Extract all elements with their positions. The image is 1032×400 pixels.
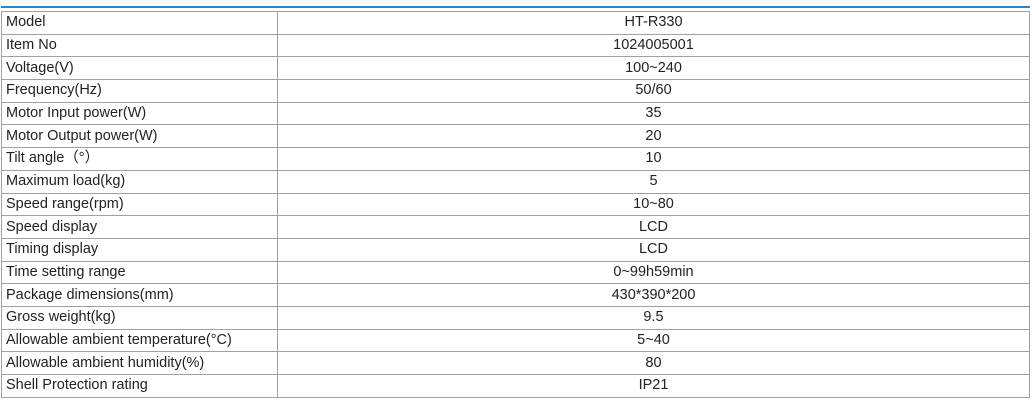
spec-row: Speed display LCD bbox=[1, 215, 1030, 239]
spec-row: Shell Protection rating IP21 bbox=[1, 374, 1030, 398]
spec-label: Motor Output power(W) bbox=[1, 124, 278, 149]
spec-table: Model HT-R330 Item No 1024005001 Voltage(V) 1… bbox=[1, 11, 1030, 398]
spec-row: Tilt angle（°） 10 bbox=[1, 147, 1030, 171]
spec-label: Package dimensions(mm) bbox=[1, 283, 278, 307]
spec-row: Allowable ambient temperature(°C) 5~40 bbox=[1, 328, 1030, 353]
spec-row: Frequency(Hz) 50/60 bbox=[1, 79, 1030, 103]
spec-label: Time setting range bbox=[1, 260, 278, 285]
spec-value: 20 bbox=[277, 124, 1030, 149]
spec-row: Package dimensions(mm) 430*390*200 bbox=[1, 283, 1030, 307]
spec-row: Allowable ambient humidity(%) 80 bbox=[1, 351, 1030, 375]
spec-row: Voltage(V) 100~240 bbox=[1, 56, 1030, 81]
spec-label: Gross weight(kg) bbox=[1, 305, 278, 330]
spec-value: HT-R330 bbox=[277, 11, 1030, 35]
spec-label: Timing display bbox=[1, 237, 278, 262]
spec-label: Frequency(Hz) bbox=[1, 79, 278, 103]
spec-label: Model bbox=[1, 11, 278, 35]
spec-sheet: Model HT-R330 Item No 1024005001 Voltage(V) 1… bbox=[1, 6, 1030, 398]
spec-value: 80 bbox=[277, 351, 1030, 375]
spec-value: 50/60 bbox=[277, 79, 1030, 103]
spec-label: Maximum load(kg) bbox=[1, 169, 278, 194]
spec-value: 5 bbox=[277, 169, 1030, 194]
spec-value: 100~240 bbox=[277, 56, 1030, 81]
spec-row: Motor Input power(W) 35 bbox=[1, 101, 1030, 126]
spec-value: 0~99h59min bbox=[277, 260, 1030, 285]
spec-label: Allowable ambient temperature(°C) bbox=[1, 328, 278, 353]
spec-value: 35 bbox=[277, 101, 1030, 126]
spec-label: Shell Protection rating bbox=[1, 374, 278, 398]
spec-row: Timing display LCD bbox=[1, 237, 1030, 262]
spec-label: Allowable ambient humidity(%) bbox=[1, 351, 278, 375]
spec-value: 10 bbox=[277, 147, 1030, 171]
spec-table-body: Model HT-R330 Item No 1024005001 Voltage(V) 1… bbox=[1, 11, 1030, 398]
spec-value: IP21 bbox=[277, 374, 1030, 398]
spec-value: LCD bbox=[277, 215, 1030, 239]
spec-row: Item No 1024005001 bbox=[1, 33, 1030, 58]
spec-row: Time setting range 0~99h59min bbox=[1, 260, 1030, 285]
spec-row: Model HT-R330 bbox=[1, 11, 1030, 35]
spec-value: LCD bbox=[277, 237, 1030, 262]
spec-label: Tilt angle（°） bbox=[1, 147, 278, 171]
spec-row: Speed range(rpm) 10~80 bbox=[1, 192, 1030, 217]
spec-value: 430*390*200 bbox=[277, 283, 1030, 307]
spec-row: Motor Output power(W) 20 bbox=[1, 124, 1030, 149]
spec-value: 1024005001 bbox=[277, 33, 1030, 58]
spec-label: Speed display bbox=[1, 215, 278, 239]
spec-value: 10~80 bbox=[277, 192, 1030, 217]
spec-value: 5~40 bbox=[277, 328, 1030, 353]
spec-label: Speed range(rpm) bbox=[1, 192, 278, 217]
spec-value: 9.5 bbox=[277, 305, 1030, 330]
spec-label: Motor Input power(W) bbox=[1, 101, 278, 126]
spec-label: Item No bbox=[1, 33, 278, 58]
spec-row: Gross weight(kg) 9.5 bbox=[1, 305, 1030, 330]
spec-label: Voltage(V) bbox=[1, 56, 278, 81]
spec-row: Maximum load(kg) 5 bbox=[1, 169, 1030, 194]
